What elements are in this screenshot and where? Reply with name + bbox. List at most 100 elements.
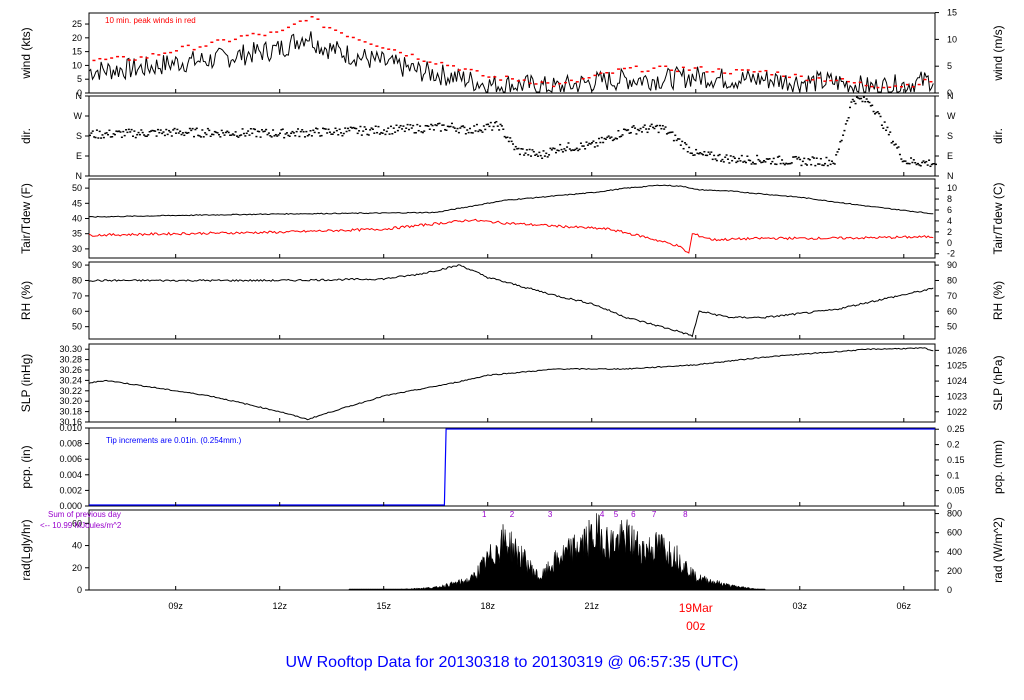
dir-point: [259, 136, 262, 138]
dir-point: [445, 129, 448, 132]
dir-point: [168, 129, 171, 132]
dir-point: [488, 125, 491, 128]
wind-peak-mark: [198, 46, 202, 48]
temp-rtick-label: 10: [947, 183, 957, 193]
dir-point: [401, 128, 404, 130]
dir-point: [892, 140, 895, 143]
dir-point: [147, 134, 150, 136]
wind-series-line: [88, 31, 934, 94]
time-axis: 09z 12z 15z 18z 21z 19Mar 00z 03z 06z: [168, 89, 912, 633]
dir-point: [240, 134, 243, 136]
dir-point: [90, 132, 93, 134]
dir-point: [431, 124, 434, 127]
wind-peak-mark: [322, 26, 326, 29]
dir-point: [854, 102, 857, 105]
dir-point: [224, 131, 227, 134]
dir-point: [632, 125, 635, 127]
dir-point: [573, 149, 576, 151]
wind-peak-mark: [404, 55, 408, 57]
wind-peak-mark: [658, 65, 662, 68]
dir-point: [302, 131, 305, 133]
dir-point: [170, 135, 173, 137]
pcp-ytick-label: 0.010: [59, 423, 82, 433]
wind-peak-mark: [133, 59, 137, 61]
dir-point: [298, 135, 301, 138]
slp-ytick-label: 30.16: [59, 417, 82, 427]
rad-ytick-label: 60: [72, 518, 82, 528]
dir-point: [487, 123, 490, 126]
dir-point: [491, 129, 494, 131]
dir-point: [825, 156, 828, 159]
dir-point: [391, 132, 394, 135]
dir-point: [640, 131, 643, 133]
rad-rtick-label: 200: [947, 566, 962, 576]
dir-point: [471, 132, 474, 134]
dir-point: [93, 136, 96, 138]
dir-point: [751, 161, 754, 164]
dir-point: [435, 124, 438, 127]
dir-point: [161, 132, 164, 135]
dir-point: [174, 132, 177, 134]
wind-peak-mark: [611, 72, 615, 74]
wind-peak-mark: [640, 70, 644, 73]
dir-point: [309, 130, 312, 132]
dir-point: [645, 128, 648, 130]
dir-point: [622, 128, 625, 131]
dir-point: [682, 147, 685, 150]
dir-point: [664, 126, 667, 128]
rad-ylabel: rad(Lgly/hr): [19, 519, 33, 580]
temp-ylabel: Tair/Tdew (F): [19, 183, 33, 254]
dir-point: [792, 156, 795, 158]
dir-point: [260, 129, 263, 131]
wind-peak-mark: [764, 69, 768, 72]
dir-point: [116, 130, 119, 133]
dir-point: [548, 154, 551, 156]
dir-point: [467, 131, 470, 134]
dir-point: [808, 158, 811, 161]
dir-point: [424, 124, 427, 127]
wind-peak-mark: [328, 26, 332, 29]
temp-ytick-label: 50: [72, 183, 82, 193]
dir-point: [890, 142, 893, 144]
slp-ytick-label: 30.28: [59, 355, 82, 365]
rh-frame: [88, 261, 936, 340]
dir-point: [865, 98, 868, 100]
dir-rtick-label: W: [947, 111, 956, 121]
dir-point: [158, 131, 161, 134]
dir-point: [754, 163, 757, 165]
dir-point: [319, 135, 322, 137]
dir-point: [749, 159, 752, 162]
dir-point: [775, 163, 778, 166]
x-tick-label: 18z: [480, 601, 495, 611]
dir-point: [384, 133, 387, 136]
wind-peak-mark: [98, 57, 102, 60]
slp-ytick-label: 30.26: [59, 365, 82, 375]
dir-point: [242, 132, 245, 135]
dir-point: [811, 156, 814, 158]
dir-point: [907, 162, 910, 165]
dir-point: [726, 158, 729, 160]
wind-peak-mark: [864, 84, 868, 87]
dir-point: [108, 129, 111, 132]
dir-point: [94, 136, 97, 139]
dir-point: [885, 129, 888, 132]
dir-point: [466, 129, 469, 131]
dir-point: [704, 154, 707, 157]
dir-point: [650, 123, 653, 126]
rad-event-label: 8: [683, 510, 688, 519]
wind-peak-mark: [110, 57, 114, 59]
dir-point: [383, 129, 386, 131]
dir-point: [198, 135, 201, 137]
dir-point: [409, 124, 412, 126]
dir-point: [172, 129, 175, 131]
dir-point: [166, 133, 169, 136]
wind-peak-mark: [292, 23, 296, 25]
wind-peak-mark: [281, 29, 285, 32]
dir-point: [112, 133, 115, 135]
wind-peak-mark: [675, 70, 679, 73]
dir-point: [255, 135, 258, 138]
dir-point: [767, 158, 770, 160]
panel-pcp: 0.000 0.002 0.004 0.006 0.008 0.010 0 0.05 0.1 0.…: [19, 423, 1005, 511]
dir-point: [535, 153, 538, 156]
dir-point: [122, 130, 125, 133]
